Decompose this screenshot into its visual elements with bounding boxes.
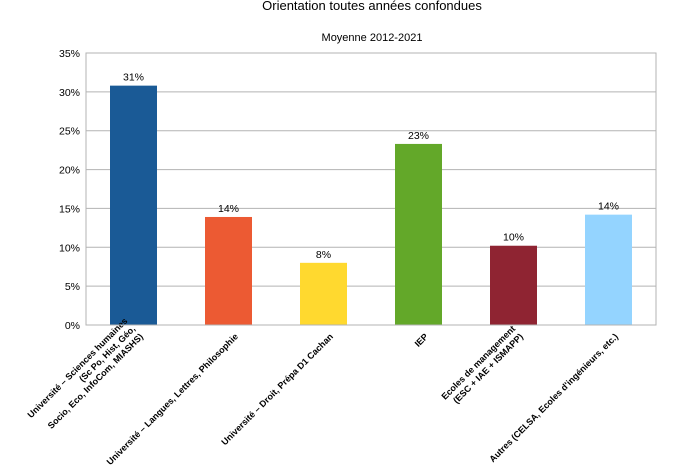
bar-6 [585, 214, 632, 325]
plot-area-frame [85, 52, 657, 326]
bar-4 [395, 143, 442, 325]
y-tick-label: 25% [59, 126, 80, 138]
data-label-6: 14% [598, 201, 619, 213]
category-label-text: IEP [413, 331, 430, 348]
y-tick-label: 0% [65, 320, 80, 332]
y-tick-label: 5% [65, 281, 80, 293]
category-label-line: Ecoles de management [439, 324, 517, 402]
data-label-1: 31% [123, 72, 144, 84]
category-label-line: IEP [413, 331, 430, 348]
category-label-line: (ESC + IAE + ISMAPP) [451, 331, 525, 405]
category-label-text: Université – Sciences humaines(Sc Po, Hi… [25, 316, 145, 436]
chart-subtitle: Moyenne 2012-2021 [322, 32, 423, 44]
data-labels: 31% 14% 8% 23% 10% 14% [123, 72, 619, 261]
bar-5 [490, 245, 537, 325]
data-label-4: 23% [408, 130, 429, 142]
category-label-5: Ecoles de management(ESC + IAE + ISMAPP) [439, 324, 525, 410]
category-label-1: Université – Sciences humaines(Sc Po, Hi… [25, 316, 145, 436]
category-labels: Université – Sciences humaines(Sc Po, Hi… [25, 316, 620, 467]
y-tick-label: 35% [59, 48, 80, 60]
y-axis-ticks: 0% 5% 10% 15% 20% 25% 30% 35% [59, 48, 80, 332]
bars [110, 85, 632, 325]
bar-3 [300, 262, 347, 325]
category-label-line: Université – Droit, Prépa D1 Cachan [219, 331, 335, 447]
grid-lines [86, 52, 656, 326]
data-label-2: 14% [218, 203, 239, 215]
y-tick-label: 10% [59, 242, 80, 254]
y-tick-label: 20% [59, 165, 80, 177]
chart-title: Orientation toutes années confondues [262, 0, 482, 13]
bar-2 [205, 216, 252, 325]
category-label-text: Université – Droit, Prépa D1 Cachan [219, 331, 335, 447]
category-label-4: IEP [413, 331, 430, 348]
category-label-text: Ecoles de management(ESC + IAE + ISMAPP) [439, 324, 525, 410]
bar-1 [110, 85, 157, 325]
y-tick-label: 30% [59, 87, 80, 99]
data-label-5: 10% [503, 232, 524, 244]
y-tick-label: 15% [59, 203, 80, 215]
category-label-3: Université – Droit, Prépa D1 Cachan [219, 331, 335, 447]
data-label-3: 8% [316, 249, 331, 261]
